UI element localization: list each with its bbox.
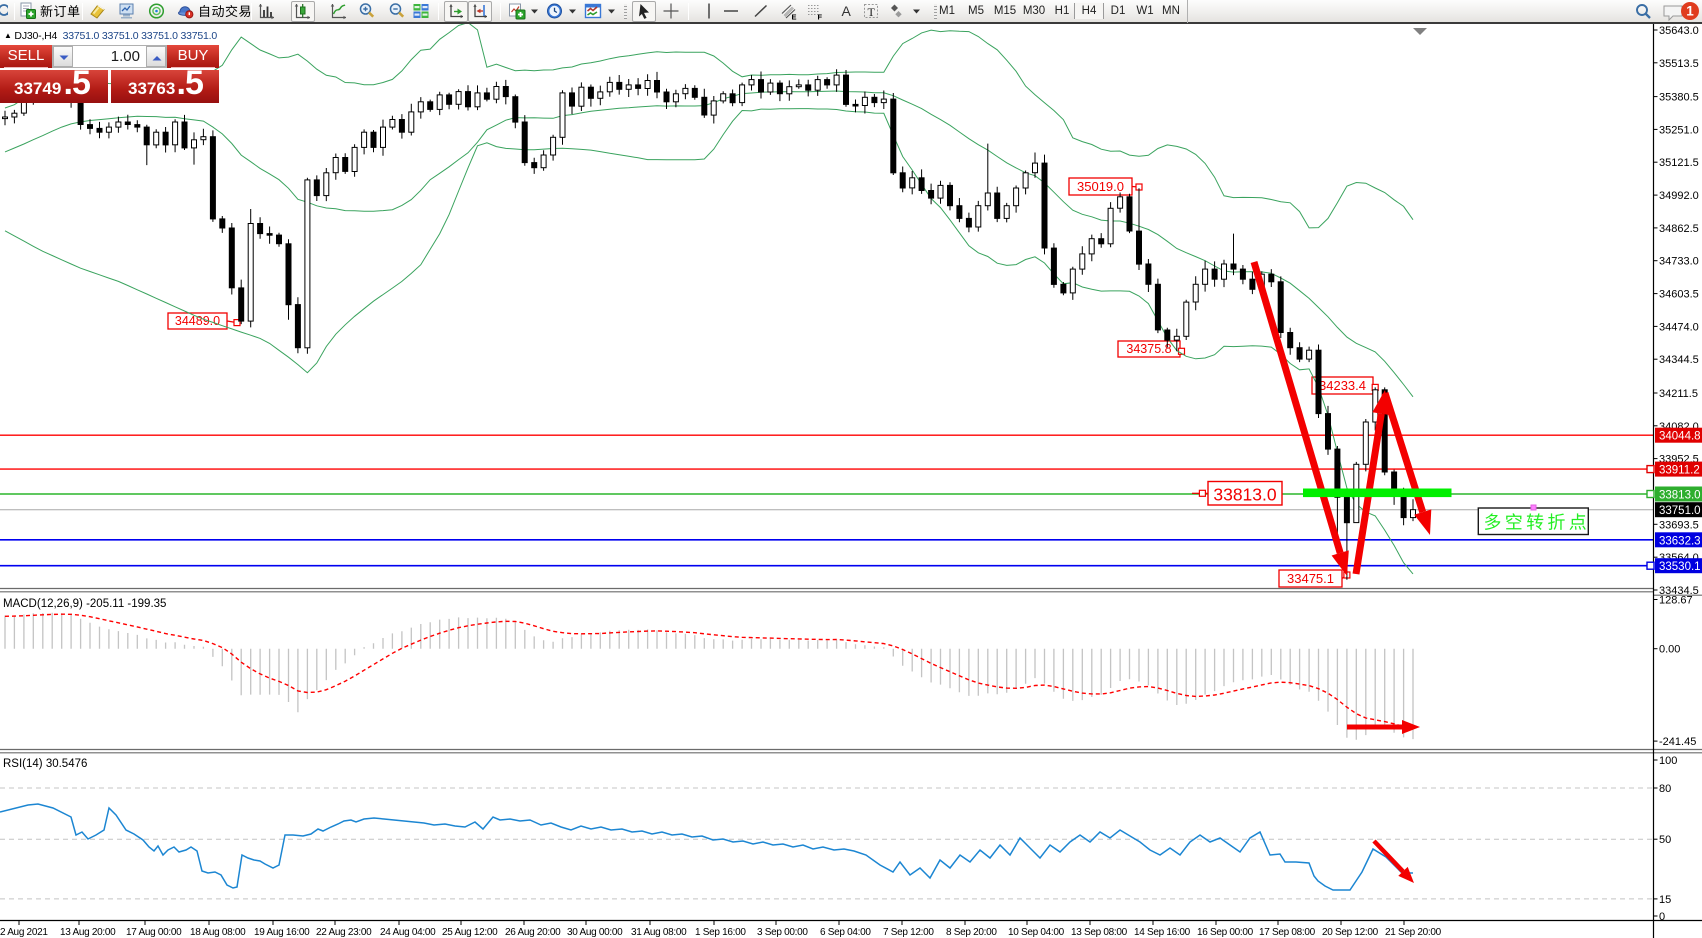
svg-text:MACD(12,26,9) -205.11 -199.35: MACD(12,26,9) -205.11 -199.35 [3, 598, 166, 610]
svg-text:33751.0: 33751.0 [1659, 505, 1701, 517]
svg-text:24 Aug 04:00: 24 Aug 04:00 [380, 927, 436, 938]
svg-text:34862.5: 34862.5 [1659, 223, 1699, 235]
svg-text:35121.5: 35121.5 [1659, 157, 1699, 169]
svg-text:34044.8: 34044.8 [1659, 431, 1701, 443]
svg-text:25 Aug 12:00: 25 Aug 12:00 [442, 927, 498, 938]
svg-text:33813.0: 33813.0 [1213, 485, 1277, 505]
svg-text:33475.1: 33475.1 [1287, 571, 1334, 586]
svg-text:50: 50 [1659, 834, 1671, 846]
svg-text:26 Aug 20:00: 26 Aug 20:00 [505, 927, 561, 938]
svg-text:21 Sep 20:00: 21 Sep 20:00 [1385, 927, 1442, 938]
svg-text:33813.0: 33813.0 [1659, 490, 1701, 502]
svg-text:8 Sep 20:00: 8 Sep 20:00 [946, 927, 997, 938]
svg-text:34992.0: 34992.0 [1659, 190, 1699, 202]
svg-text:E: E [792, 13, 797, 22]
svg-text:0.00: 0.00 [1659, 644, 1680, 656]
svg-text:1 Sep 16:00: 1 Sep 16:00 [695, 927, 746, 938]
svg-text:80: 80 [1659, 783, 1671, 795]
svg-text:35643.0: 35643.0 [1659, 25, 1699, 37]
svg-text:15: 15 [1659, 894, 1671, 906]
svg-text:33693.5: 33693.5 [1659, 519, 1699, 531]
svg-text:35513.5: 35513.5 [1659, 58, 1699, 70]
svg-text:13 Aug 20:00: 13 Aug 20:00 [60, 927, 116, 938]
svg-text:7 Sep 12:00: 7 Sep 12:00 [883, 927, 934, 938]
svg-text:34344.5: 34344.5 [1659, 354, 1699, 366]
svg-text:34211.5: 34211.5 [1659, 388, 1698, 400]
svg-text:2 Aug 2021: 2 Aug 2021 [0, 927, 48, 938]
svg-text:100: 100 [1659, 755, 1677, 767]
svg-text:18 Aug 08:00: 18 Aug 08:00 [190, 927, 246, 938]
svg-text:34474.0: 34474.0 [1659, 321, 1699, 333]
svg-text:3 Sep 00:00: 3 Sep 00:00 [757, 927, 808, 938]
svg-text:33632.3: 33632.3 [1659, 535, 1701, 547]
svg-text:17 Aug 00:00: 17 Aug 00:00 [126, 927, 182, 938]
svg-text:34603.5: 34603.5 [1659, 289, 1699, 301]
svg-text:RSI(14) 30.5476: RSI(14) 30.5476 [3, 758, 87, 770]
svg-text:6 Sep 04:00: 6 Sep 04:00 [820, 927, 871, 938]
svg-text:33530.1: 33530.1 [1659, 561, 1701, 573]
svg-text:17 Sep 08:00: 17 Sep 08:00 [1259, 927, 1316, 938]
svg-text:10 Sep 04:00: 10 Sep 04:00 [1008, 927, 1065, 938]
svg-text:35251.0: 35251.0 [1659, 124, 1699, 136]
svg-text:34733.0: 34733.0 [1659, 256, 1699, 268]
svg-text:19 Aug 16:00: 19 Aug 16:00 [254, 927, 310, 938]
svg-text:31 Aug 08:00: 31 Aug 08:00 [631, 927, 687, 938]
svg-text:34233.4: 34233.4 [1319, 378, 1366, 393]
svg-text:16 Sep 00:00: 16 Sep 00:00 [1197, 927, 1254, 938]
svg-text:34489.0: 34489.0 [175, 314, 220, 328]
svg-text:0: 0 [1659, 911, 1665, 923]
svg-text:35019.0: 35019.0 [1077, 179, 1124, 194]
svg-text:T: T [868, 5, 876, 19]
svg-text:F: F [818, 13, 823, 22]
svg-text:128.67: 128.67 [1659, 595, 1693, 607]
svg-text:A: A [842, 3, 852, 19]
svg-text:13 Sep 08:00: 13 Sep 08:00 [1071, 927, 1128, 938]
svg-text:30 Aug 00:00: 30 Aug 00:00 [567, 927, 623, 938]
svg-text:22 Aug 23:00: 22 Aug 23:00 [316, 927, 372, 938]
svg-text:1: 1 [1686, 4, 1694, 19]
svg-text:20 Sep 12:00: 20 Sep 12:00 [1322, 927, 1379, 938]
svg-text:33911.2: 33911.2 [1659, 465, 1700, 477]
svg-text:33434.5: 33434.5 [1659, 585, 1699, 597]
svg-text:35380.5: 35380.5 [1659, 92, 1699, 104]
svg-text:-241.45: -241.45 [1659, 736, 1696, 748]
svg-text:14 Sep 16:00: 14 Sep 16:00 [1134, 927, 1191, 938]
svg-text:34375.8: 34375.8 [1126, 342, 1171, 356]
